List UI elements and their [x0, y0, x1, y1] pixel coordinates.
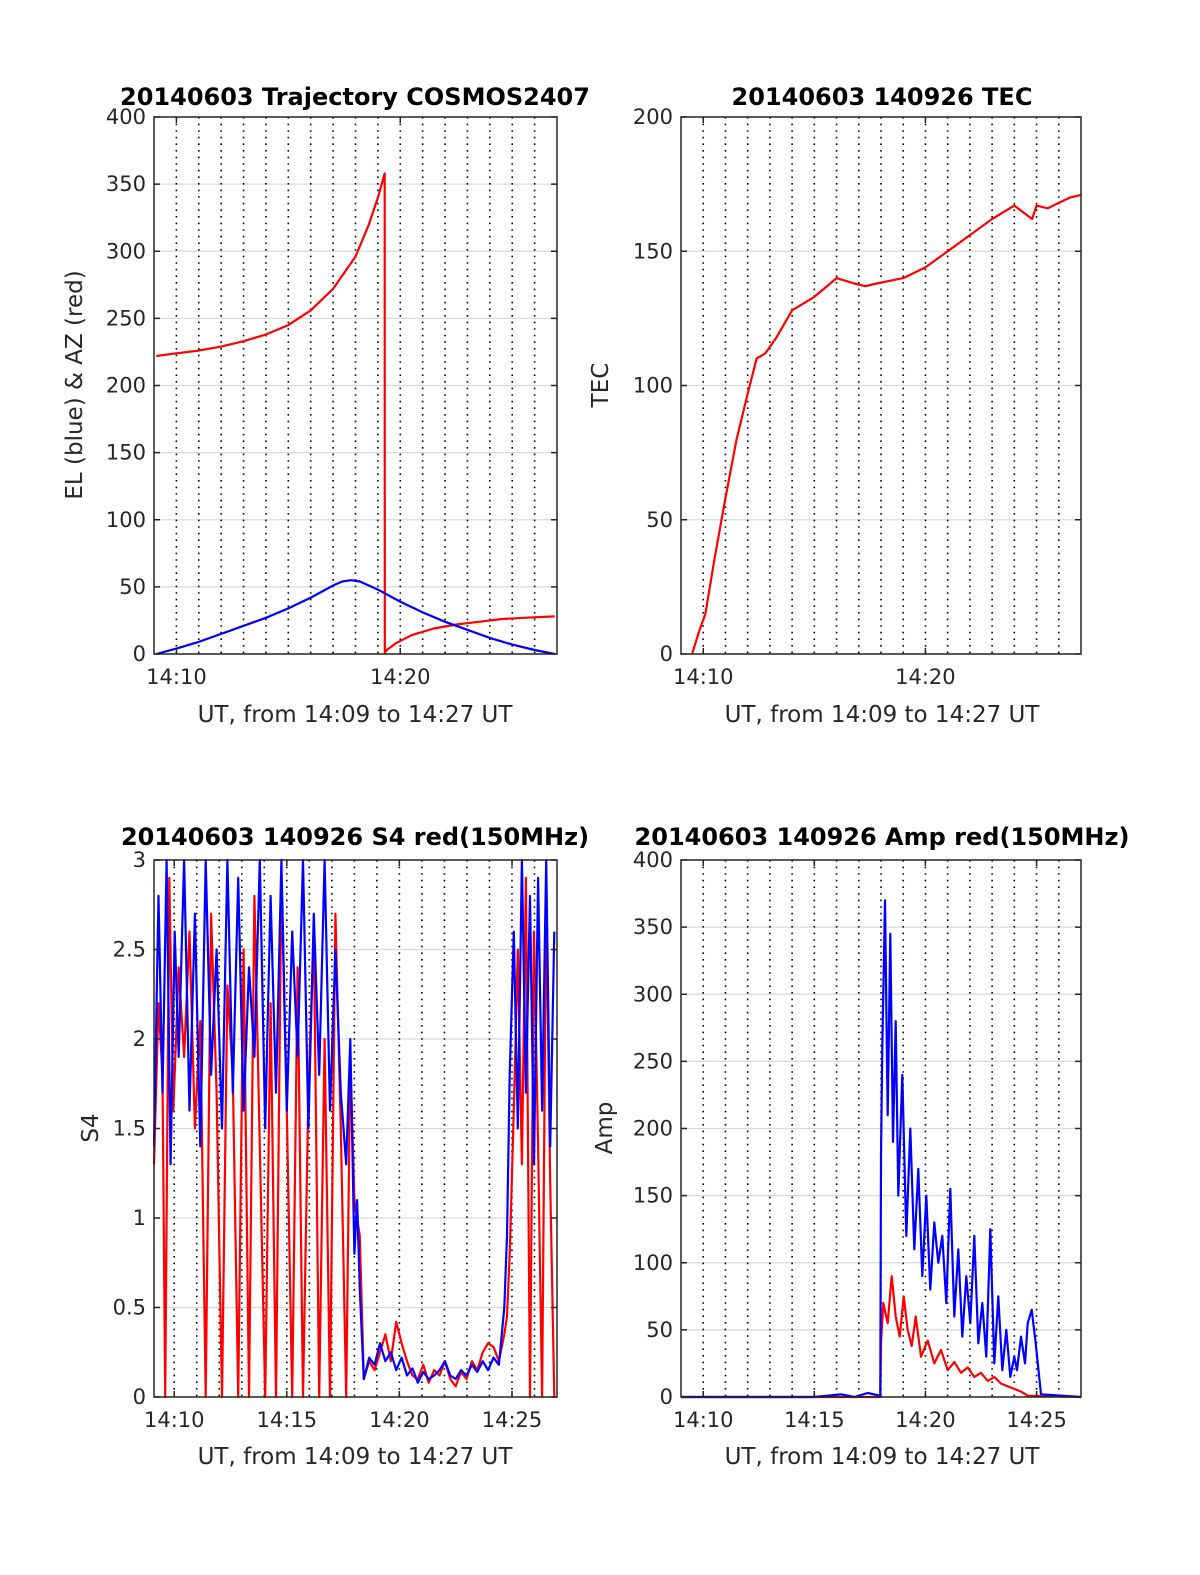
- x-tick-label: 14:20: [895, 1408, 956, 1432]
- y-tick-label: 150: [633, 1184, 673, 1208]
- trajectory-panel: 20140603 Trajectory COSMOS2407 EL (blue)…: [62, 83, 590, 728]
- y-tick-label: 3: [133, 848, 146, 872]
- y-tick-label: 100: [106, 508, 146, 532]
- x-tick-label: 14:15: [257, 1408, 318, 1432]
- y-tick-label: 1: [133, 1206, 146, 1230]
- x-axis-label: UT, from 14:09 to 14:27 UT: [725, 1444, 1041, 1470]
- amp-panel: 20140603 140926 Amp red(150MHz) Amp UT, …: [592, 823, 1129, 1470]
- y-axis-label: S4: [78, 1113, 104, 1142]
- y-tick-label: 400: [106, 105, 146, 129]
- x-tick-label: 14:20: [369, 1408, 430, 1432]
- series-line-red: [691, 193, 1082, 655]
- tec-panel: 20140603 140926 TEC TEC UT, from 14:09 t…: [588, 83, 1082, 728]
- x-tick-label: 14:15: [784, 1408, 845, 1432]
- y-tick-label: 150: [633, 239, 673, 263]
- series-line-red: [156, 172, 555, 654]
- x-tick-label: 14:25: [482, 1408, 543, 1432]
- y-tick-label: 400: [633, 848, 673, 872]
- y-tick-label: 2: [133, 1027, 146, 1051]
- y-tick-label: 300: [633, 982, 673, 1006]
- chart-title: 20140603 140926 Amp red(150MHz): [635, 823, 1130, 851]
- x-tick-label: 14:10: [144, 1408, 205, 1432]
- y-tick-label: 0: [133, 1385, 146, 1409]
- chart-title: 20140603 140926 TEC: [732, 83, 1033, 111]
- y-tick-label: 100: [633, 374, 673, 398]
- y-tick-label: 50: [646, 508, 673, 532]
- x-axis-label: UT, from 14:09 to 14:27 UT: [725, 702, 1041, 728]
- y-tick-label: 50: [119, 575, 146, 599]
- y-tick-label: 250: [633, 1049, 673, 1073]
- y-tick-label: 300: [106, 239, 146, 263]
- y-tick-label: 150: [106, 441, 146, 465]
- y-tick-label: 0: [133, 642, 146, 666]
- y-tick-label: 200: [633, 105, 673, 129]
- series-line-red: [681, 1275, 1082, 1399]
- series-line-blue: [681, 899, 1082, 1399]
- y-axis-label: Amp: [592, 1102, 618, 1155]
- y-tick-label: 1.5: [113, 1117, 146, 1141]
- y-axis-label: EL (blue) & AZ (red): [62, 270, 88, 499]
- y-tick-label: 350: [106, 172, 146, 196]
- x-axis-label: UT, from 14:09 to 14:27 UT: [198, 1444, 514, 1470]
- y-tick-label: 200: [633, 1117, 673, 1141]
- x-axis-label: UT, from 14:09 to 14:27 UT: [198, 702, 514, 728]
- x-tick-label: 14:25: [1006, 1408, 1067, 1432]
- chart-title: 20140603 Trajectory COSMOS2407: [120, 83, 590, 111]
- series-line-blue: [156, 579, 555, 656]
- x-tick-label: 14:20: [895, 665, 956, 689]
- y-tick-label: 0: [660, 1385, 673, 1409]
- x-tick-label: 14:10: [146, 665, 207, 689]
- y-tick-label: 350: [633, 915, 673, 939]
- x-tick-label: 14:10: [673, 1408, 734, 1432]
- series-line-blue: [152, 858, 556, 1384]
- chart-title: 20140603 140926 S4 red(150MHz): [121, 823, 589, 851]
- y-tick-label: 250: [106, 306, 146, 330]
- y-tick-label: 200: [106, 374, 146, 398]
- y-tick-label: 0: [660, 642, 673, 666]
- y-tick-label: 0.5: [113, 1296, 146, 1320]
- y-tick-label: 100: [633, 1251, 673, 1275]
- y-tick-label: 2.5: [113, 938, 146, 962]
- y-tick-label: 50: [646, 1318, 673, 1342]
- s4-panel: 20140603 140926 S4 red(150MHz) S4 UT, fr…: [78, 823, 589, 1470]
- x-tick-label: 14:10: [673, 665, 734, 689]
- y-axis-label: TEC: [588, 363, 614, 409]
- x-tick-label: 14:20: [370, 665, 431, 689]
